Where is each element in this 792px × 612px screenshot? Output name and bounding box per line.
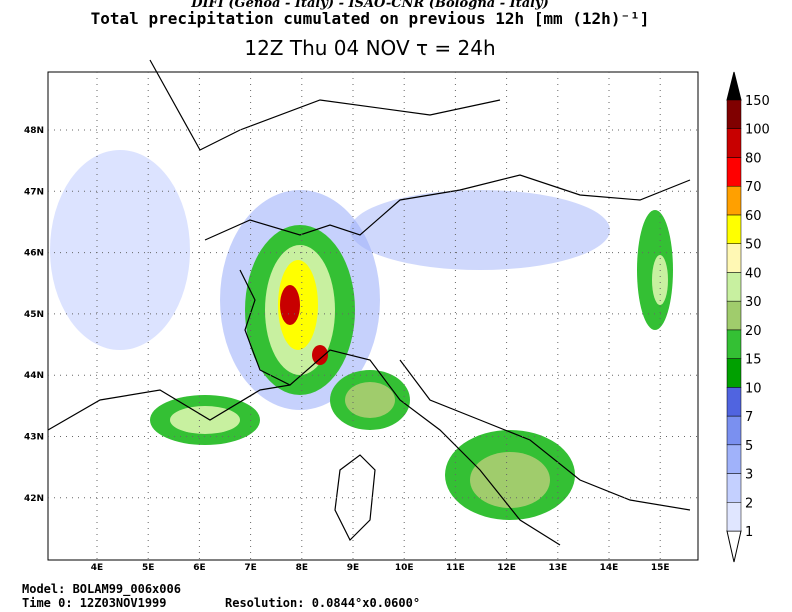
- colorbar-label: 5: [745, 439, 753, 454]
- lon-label: 8E: [296, 563, 308, 573]
- colorbar-label: 50: [745, 238, 762, 253]
- colorbar-box: [726, 444, 742, 474]
- precip-field: [50, 150, 673, 520]
- colorbar-box: [726, 128, 742, 158]
- coastlines: [47, 59, 691, 546]
- colorbar-box: [726, 99, 742, 129]
- colorbar-label: 30: [745, 295, 762, 310]
- header-time: 12Z Thu 04 NOV τ = 24h: [244, 36, 495, 60]
- lon-label: 13E: [548, 563, 567, 573]
- colorbar-label: 2: [745, 496, 753, 511]
- colorbar-label: 3: [745, 468, 753, 483]
- lat-label: 43N: [24, 433, 44, 443]
- lat-label: 47N: [24, 187, 44, 197]
- colorbar-box: [726, 157, 742, 187]
- lon-label: 9E: [347, 563, 359, 573]
- lon-label: 7E: [244, 563, 256, 573]
- colorbar-label: 10: [745, 381, 762, 396]
- colorbar-label: 70: [745, 180, 762, 195]
- footer-model: Model: BOLAM99_006x006: [22, 582, 181, 597]
- header-title: Total precipitation cumulated on previou…: [91, 9, 650, 28]
- colorbar-box: [726, 185, 742, 216]
- header-org: DIFI (Genoa - Italy) - ISAO-CNR (Bologna…: [190, 0, 549, 11]
- colorbar-box: [726, 329, 742, 359]
- colorbar-label: 150: [745, 94, 770, 109]
- colorbar-box: [726, 272, 742, 302]
- lon-label: 6E: [193, 563, 205, 573]
- colorbar-box: [726, 473, 742, 503]
- colorbar-arrow-high: [726, 71, 742, 101]
- lon-label: 15E: [651, 563, 670, 573]
- footer-time: Time 0: 12Z03NOV1999: [22, 596, 167, 610]
- colorbar-label: 60: [745, 209, 762, 224]
- lat-label: 48N: [24, 126, 44, 136]
- colorbar-arrow-low: [726, 530, 742, 563]
- lat-label: 42N: [24, 494, 44, 504]
- lon-label: 4E: [91, 563, 103, 573]
- colorbar-label: 40: [745, 266, 762, 281]
- colorbar-label: 15: [745, 353, 762, 368]
- map-frame: [47, 71, 699, 561]
- footer-resolution: Resolution: 0.0844°x0.0600°: [225, 596, 420, 610]
- lat-label: 45N: [24, 310, 44, 320]
- colorbar-label: 7: [745, 410, 753, 425]
- lon-label: 12E: [497, 563, 516, 573]
- colorbar-label: 1: [745, 525, 753, 540]
- colorbar-label: 100: [745, 123, 770, 138]
- lon-label: 14E: [600, 563, 619, 573]
- colorbar-label: 80: [745, 151, 762, 166]
- colorbar-box: [726, 415, 742, 446]
- lon-label: 11E: [446, 563, 465, 573]
- lon-label: 5E: [142, 563, 154, 573]
- lat-label: 44N: [24, 371, 44, 381]
- lon-label: 10E: [395, 563, 414, 573]
- lat-label: 46N: [24, 249, 44, 259]
- colorbar-box: [726, 358, 742, 388]
- colorbar-box: [726, 387, 742, 417]
- colorbar-box: [726, 502, 742, 532]
- colorbar-label: 20: [745, 324, 762, 339]
- colorbar-box: [726, 243, 742, 273]
- colorbar-box: [726, 300, 742, 331]
- colorbar-box: [726, 214, 742, 244]
